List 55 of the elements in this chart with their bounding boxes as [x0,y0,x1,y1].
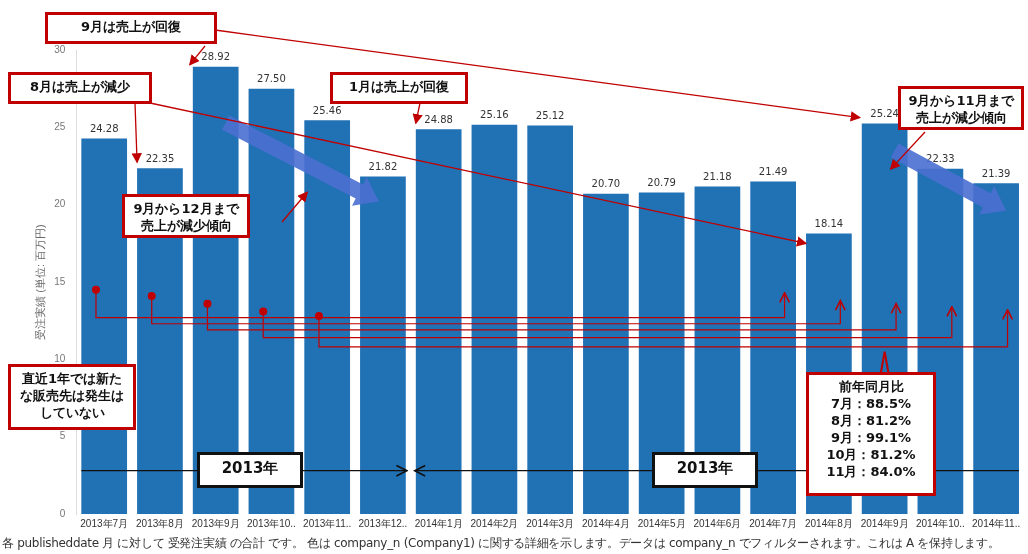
x-tick-label: 2013年12.. [358,517,408,529]
x-tick-label: 2013年8月 [136,517,184,529]
x-tick-label: 2014年8月 [804,517,853,529]
callout-box: 9月から11月まで売上が減少傾向 [898,86,1024,130]
data-label: 24.28 [89,123,119,135]
data-label: 27.50 [257,73,286,85]
data-label: 22.33 [926,153,955,165]
x-tick-label: 2014年1月 [414,517,463,529]
x-tick-label: 2014年9月 [860,517,909,529]
data-label: 20.79 [647,177,676,189]
data-label: 21.82 [368,161,398,173]
x-tick-label: 2014年10.. [915,517,965,529]
data-label: 28.92 [201,51,231,63]
x-tick-label: 2013年9月 [191,517,240,529]
data-label: 25.46 [312,104,342,116]
x-tick-label: 2014年11.. [972,517,1021,529]
y-axis-title: 受注実績 (単位: 百万円) [33,224,46,340]
callout-box: 前年同月比 7月：88.5% 8月：81.2% 9月：99.1% 10月：81.2% 11月：84.0% [806,372,936,496]
callout-box: 8月は売上が減少 [8,72,152,104]
x-tick-label: 2014年2月 [470,517,519,529]
x-tick-label: 2013年7月 [80,517,129,529]
data-label: 20.70 [591,178,621,190]
y-tick-label: 0 [59,507,66,519]
callout-box: 直近1年では新たな販売先は発生はしていない [8,364,136,430]
bar [583,193,629,514]
callout-box: 2013年 [652,452,758,488]
data-label: 21.39 [981,167,1011,179]
data-label: 21.18 [703,171,732,183]
data-label: 18.14 [814,218,844,230]
callout-box: 9月は売上が回復 [45,12,217,44]
data-label: 21.49 [758,166,788,178]
data-label: 25.16 [480,109,509,121]
y-tick-label: 30 [54,43,66,55]
callout-box: 1月は売上が回復 [330,72,468,104]
data-label: 25.24 [870,108,899,120]
callout-box: 9月から12月まで売上が減少傾向 [122,194,250,238]
x-tick-label: 2014年3月 [526,517,575,529]
y-tick-label: 5 [59,430,66,442]
callout-box: 2013年 [197,452,303,488]
x-tick-label: 2013年11.. [303,517,352,529]
y-tick-label: 15 [54,275,66,287]
x-tick-label: 2014年6月 [693,517,742,529]
y-tick-label: 10 [54,353,66,365]
data-label: 22.35 [145,152,175,164]
y-tick-label: 20 [54,198,66,210]
data-label: 25.12 [535,110,565,122]
text: 各 publisheddate 月 に対して 受発注実績 の合計 です。 色は company_n (Company1) に関する詳細を示します。データは company_n でフィルターされます。これは A を保持します。 [2,535,1000,552]
y-tick-label: 25 [54,121,66,133]
x-tick-label: 2014年4月 [582,517,630,529]
data-label: 24.88 [424,113,453,125]
x-tick-label: 2014年5月 [637,517,686,529]
bar [750,181,796,514]
x-tick-label: 2014年7月 [749,517,798,529]
bar [360,176,406,514]
x-tick-label: 2013年10.. [246,517,296,529]
